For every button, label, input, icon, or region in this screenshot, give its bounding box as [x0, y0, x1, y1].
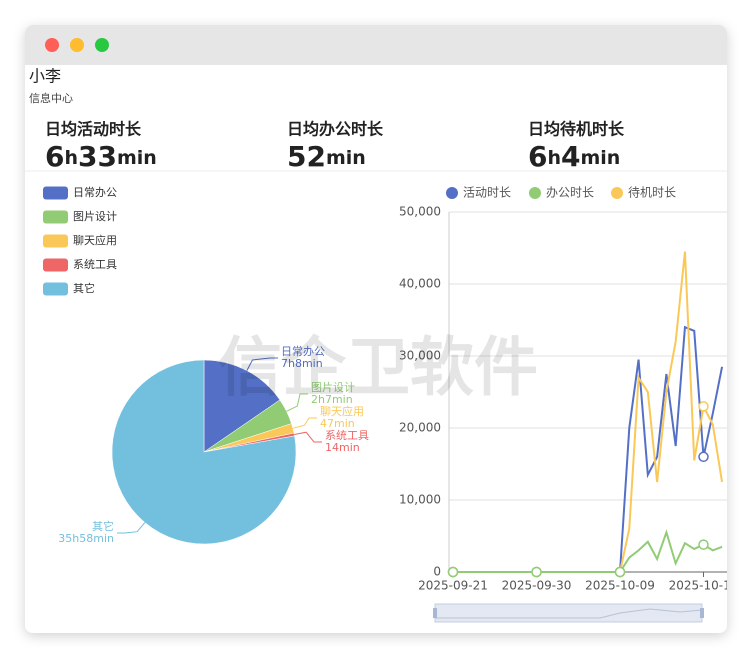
close-button[interactable] — [45, 38, 59, 52]
pie-label: 系统工具 — [325, 429, 369, 442]
x-tick-label: 2025-10-18 — [669, 579, 739, 593]
subtitle: 信息中心 — [29, 91, 73, 105]
point-marker — [698, 539, 709, 550]
stat-label: 日均活动时长 — [45, 120, 142, 139]
zoom-handle[interactable] — [433, 608, 437, 618]
maximize-button[interactable] — [95, 38, 109, 52]
legend-marker — [611, 187, 623, 199]
leader-line — [246, 357, 278, 371]
stat-value-part: 6 — [45, 140, 64, 173]
y-tick-label: 40,000 — [399, 277, 441, 291]
minimize-button[interactable] — [70, 38, 84, 52]
pie-slice — [111, 359, 297, 545]
zoom-preview — [435, 608, 703, 619]
stat-value: 6h4min — [528, 140, 620, 173]
legend-label: 活动时长 — [463, 186, 511, 200]
legend-label: 日常办公 — [73, 186, 117, 199]
legend-label: 其它 — [73, 281, 95, 295]
legend-marker — [446, 187, 458, 199]
pie-label: 图片设计 — [311, 381, 355, 394]
point-marker — [614, 566, 626, 578]
point-marker — [698, 401, 709, 412]
stat-value-part: h — [64, 147, 78, 169]
stat-value-part: min — [326, 147, 366, 169]
leader-line — [292, 417, 317, 429]
pie-value-label: 35h58min — [58, 532, 114, 545]
legend-swatch — [43, 186, 68, 200]
legend-swatch — [43, 210, 68, 224]
user-name: 小李 — [29, 67, 61, 86]
zoom-slider — [434, 603, 703, 623]
legend-label: 图片设计 — [73, 210, 117, 223]
x-tick-label: 2025-09-21 — [418, 579, 488, 593]
content: 日均活动时长6h33min日均办公时长52min日均待机时长6h4min日常办公… — [43, 120, 739, 623]
y-tick-label: 10,000 — [399, 493, 441, 507]
point-marker — [698, 451, 709, 463]
stat-value-part: 33 — [78, 140, 117, 173]
legend-label: 办公时长 — [546, 185, 594, 200]
stat-value-part: min — [581, 147, 621, 169]
pie-label: 其它 — [92, 519, 114, 533]
zoom-handle[interactable] — [700, 608, 704, 618]
y-tick-label: 50,000 — [399, 205, 441, 219]
pie-value-label: 2h7min — [311, 393, 353, 406]
stat-value-part: min — [117, 147, 157, 169]
legend-label: 系统工具 — [73, 258, 117, 271]
title-bar — [25, 25, 727, 65]
leader-line — [286, 393, 308, 412]
legend-swatch — [43, 234, 68, 248]
line-series — [453, 529, 723, 573]
stat-value-part: h — [547, 147, 561, 169]
legend-label: 聊天应用 — [73, 233, 117, 247]
pie-label: 聊天应用 — [320, 404, 364, 418]
y-tick-label: 20,000 — [399, 421, 441, 435]
legend-swatch — [43, 258, 68, 272]
stat-value: 52min — [287, 140, 366, 173]
pie-value-label: 47min — [320, 417, 355, 430]
point-marker — [531, 566, 542, 578]
pie-value-label: 14min — [325, 441, 360, 454]
stat-value: 6h33min — [45, 140, 157, 173]
stat-label: 日均待机时长 — [528, 120, 625, 139]
y-tick-label: 0 — [433, 565, 441, 579]
point-marker — [447, 566, 459, 578]
x-tick-label: 2025-09-30 — [502, 579, 572, 593]
stat-value-part: 6 — [528, 140, 547, 173]
legend-label: 待机时长 — [628, 186, 676, 200]
pie-label: 日常办公 — [281, 345, 325, 358]
watermark: 信企卫软件 — [218, 332, 538, 406]
x-tick-label: 2025-10-09 — [585, 579, 655, 593]
leader-line — [294, 431, 322, 443]
stat-value-part: 52 — [287, 140, 326, 173]
legend-swatch — [43, 282, 68, 296]
stat-label: 日均办公时长 — [287, 120, 384, 139]
pie-value-label: 7h8min — [281, 357, 323, 370]
leader-line — [117, 522, 146, 534]
legend-marker — [529, 187, 541, 199]
stat-value-part: 4 — [561, 140, 580, 173]
y-tick-label: 30,000 — [399, 349, 441, 363]
